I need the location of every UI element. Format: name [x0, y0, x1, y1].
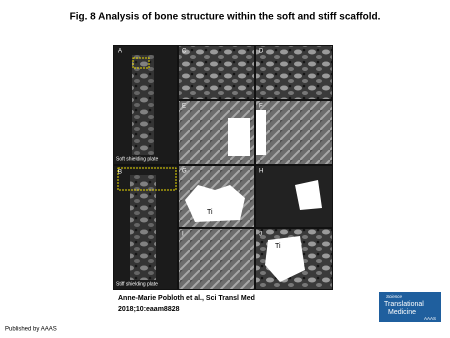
- panel-label: G: [182, 169, 187, 175]
- logo-text: Translational: [384, 301, 424, 308]
- citation-authors: Anne-Marie Pobloth et al., Sci Transl Me…: [118, 295, 255, 302]
- panel-label: E: [182, 104, 186, 110]
- panel-label: A: [118, 49, 122, 55]
- scaffold-image: [132, 55, 154, 155]
- scaffold-image: [130, 175, 156, 280]
- panel-label: B: [118, 170, 122, 176]
- panel-label: C: [182, 49, 187, 55]
- figure-title: Fig. 8 Analysis of bone structure within…: [70, 12, 381, 23]
- panel-annotation: Ti: [275, 243, 281, 250]
- implant: [265, 236, 305, 282]
- roi-box: [117, 167, 177, 191]
- panel-label: F: [259, 104, 263, 110]
- footer-publisher: Published by AAAS: [5, 327, 57, 333]
- logo-text: Science: [386, 294, 403, 299]
- panel-image: [256, 166, 332, 227]
- panel-caption: Stiff shielding plate: [116, 281, 158, 287]
- implant: [295, 180, 322, 210]
- panel-annotation: Ti: [207, 209, 213, 216]
- journal-logo: Science Translational Medicine AAAS: [379, 292, 441, 322]
- panel-label: D: [259, 49, 264, 55]
- panel-caption: Soft shielding plate: [116, 156, 158, 162]
- figure: A Soft shielding plate B Stiff shielding…: [113, 45, 333, 290]
- panel-image: [179, 229, 254, 289]
- roi-box: [132, 57, 150, 69]
- implant: [228, 118, 250, 156]
- logo-background: [379, 292, 441, 322]
- panel-label: J: [259, 232, 262, 238]
- implant: [185, 185, 245, 222]
- citation-reference: 2018;10:eaam8828: [118, 306, 180, 313]
- panel-image: [179, 46, 254, 99]
- implant: [256, 110, 266, 155]
- logo-text: Medicine: [388, 309, 416, 316]
- panel-label: I: [182, 232, 184, 238]
- panel-label: H: [259, 169, 263, 175]
- panel-image: [256, 46, 332, 99]
- panel-image: [256, 101, 332, 164]
- logo-text: AAAS: [424, 316, 436, 321]
